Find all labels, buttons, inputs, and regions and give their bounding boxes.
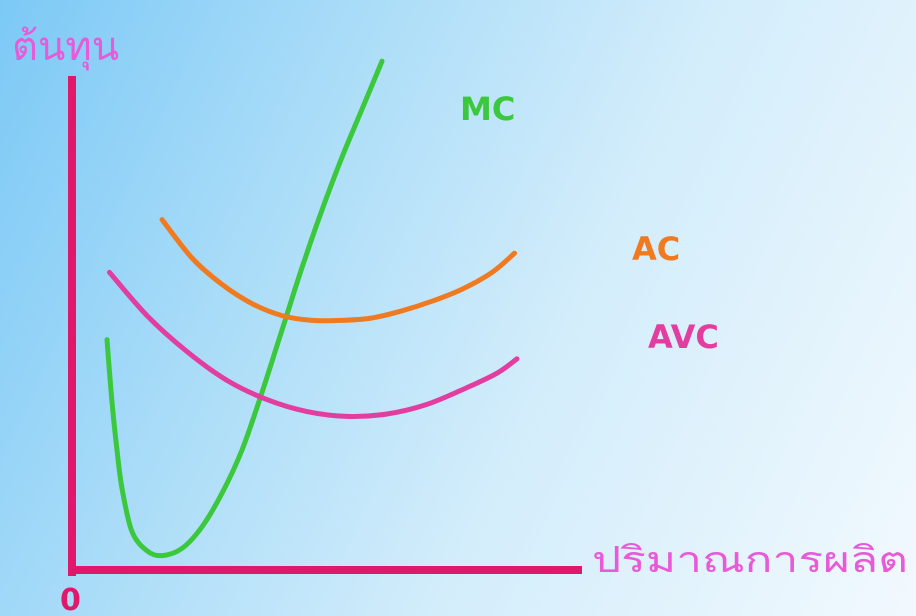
axes-layer xyxy=(72,80,578,572)
series-label-mc: MC xyxy=(460,90,515,128)
series-line-mc xyxy=(107,61,382,555)
series-label-avc: AVC xyxy=(648,318,719,356)
curves-layer xyxy=(107,61,517,555)
y-axis-label: ต้นทุน xyxy=(12,24,119,71)
x-axis-label: ปริมาณการผลิต xyxy=(592,540,908,581)
origin-label: 0 xyxy=(60,583,81,616)
series-line-ac xyxy=(162,220,515,321)
labels-layer: ต้นทุน ปริมาณการผลิต 0 MC AC AVC xyxy=(12,24,908,616)
series-label-ac: AC xyxy=(632,230,680,268)
